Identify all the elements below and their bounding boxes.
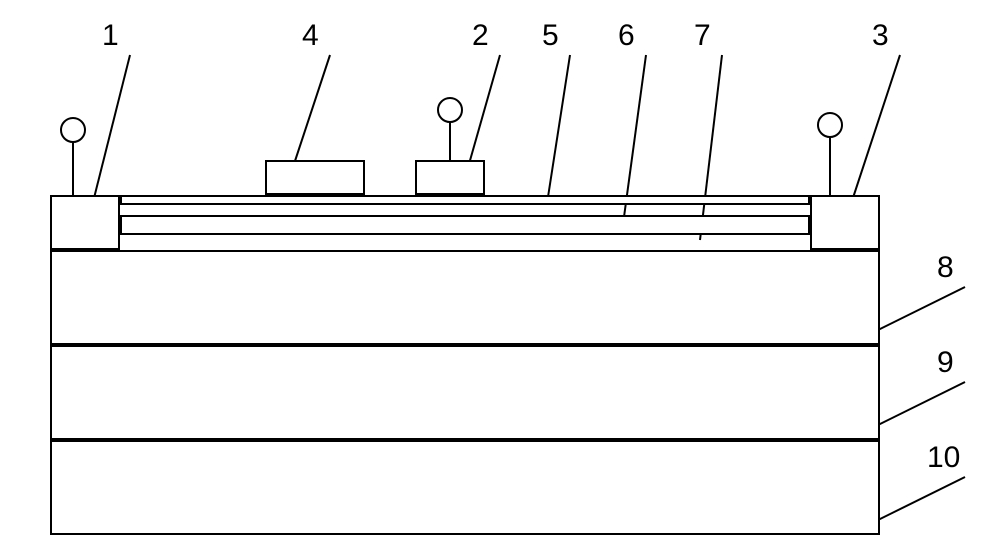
callout-label-8: 8 — [937, 251, 954, 285]
callout-label-6: 6 — [618, 19, 635, 53]
callout-label-4: 4 — [302, 19, 319, 53]
callout-label-5: 5 — [542, 19, 559, 53]
callout-label-10: 10 — [927, 441, 960, 475]
small-box — [265, 160, 365, 195]
callout-label-1: 1 — [102, 19, 119, 53]
gate-box — [415, 160, 485, 195]
layer-8 — [50, 250, 880, 345]
callout-label-7: 7 — [694, 19, 711, 53]
layer-9 — [50, 345, 880, 440]
callout-label-9: 9 — [937, 346, 954, 380]
callout-label-3: 3 — [872, 19, 889, 53]
pad-left — [50, 195, 120, 250]
thin-top-layer — [120, 195, 810, 205]
pad-right — [810, 195, 880, 250]
callout-label-2: 2 — [472, 19, 489, 53]
layer-10 — [50, 440, 880, 535]
mid-bar-layer — [120, 215, 810, 235]
